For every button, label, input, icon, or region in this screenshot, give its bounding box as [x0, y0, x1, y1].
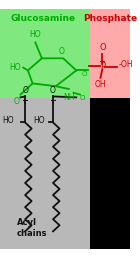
Text: O: O — [80, 95, 85, 101]
Text: O: O — [81, 71, 87, 77]
Text: -OH: -OH — [119, 60, 134, 69]
Text: NH: NH — [63, 93, 75, 102]
Text: O: O — [50, 86, 56, 95]
Text: Phosphate: Phosphate — [83, 14, 137, 23]
Text: Acyl
chains: Acyl chains — [17, 219, 47, 238]
Bar — [90, 9, 130, 98]
Bar — [0, 98, 90, 249]
Bar — [0, 9, 90, 98]
Bar — [90, 98, 130, 249]
Text: OH: OH — [95, 80, 106, 89]
Text: O: O — [14, 97, 20, 106]
Text: Glucosamine: Glucosamine — [10, 14, 75, 23]
Text: HO: HO — [33, 116, 45, 125]
Text: O: O — [99, 43, 106, 52]
Text: HO: HO — [9, 63, 21, 72]
Text: O: O — [22, 86, 28, 95]
Text: P: P — [100, 62, 105, 71]
Text: HO: HO — [30, 30, 41, 39]
Text: O: O — [59, 46, 64, 55]
Text: HO: HO — [2, 116, 13, 125]
